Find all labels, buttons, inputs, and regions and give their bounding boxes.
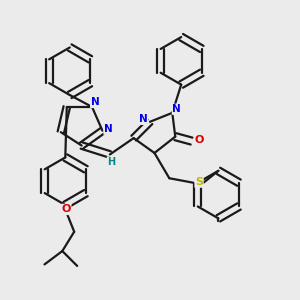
Text: N: N	[172, 104, 181, 114]
Text: N: N	[104, 124, 113, 134]
Text: O: O	[194, 135, 204, 145]
Text: H: H	[107, 157, 116, 167]
Text: N: N	[91, 98, 99, 107]
Text: O: O	[61, 204, 71, 214]
Text: N: N	[139, 114, 148, 124]
Text: S: S	[195, 177, 203, 187]
